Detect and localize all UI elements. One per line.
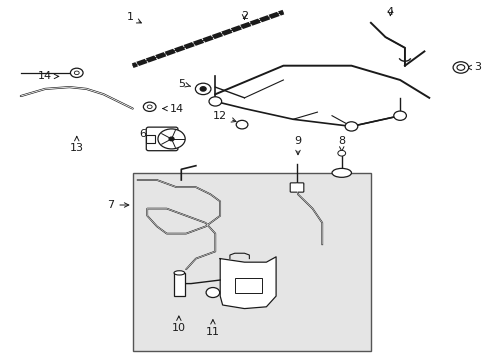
Circle shape: [393, 111, 406, 120]
Text: 13: 13: [70, 136, 83, 153]
Text: 3: 3: [466, 63, 480, 72]
Polygon shape: [220, 257, 276, 309]
Circle shape: [236, 120, 247, 129]
Bar: [234, 278, 261, 293]
Circle shape: [169, 137, 174, 141]
Text: 12: 12: [213, 111, 236, 122]
Text: 5: 5: [178, 78, 190, 89]
Circle shape: [208, 97, 221, 106]
Text: 9: 9: [294, 136, 301, 155]
Circle shape: [452, 62, 468, 73]
Text: 2: 2: [241, 11, 247, 21]
FancyBboxPatch shape: [146, 127, 178, 151]
FancyBboxPatch shape: [289, 183, 303, 192]
Circle shape: [195, 83, 210, 95]
Circle shape: [337, 150, 345, 156]
Circle shape: [456, 64, 464, 70]
Text: 14: 14: [38, 71, 59, 81]
Circle shape: [158, 129, 185, 149]
Circle shape: [205, 288, 219, 297]
Bar: [145, 135, 154, 143]
Circle shape: [70, 68, 83, 77]
Text: 14: 14: [163, 104, 183, 113]
Ellipse shape: [174, 271, 184, 275]
Text: 7: 7: [107, 200, 128, 210]
Bar: [132, 173, 370, 351]
Ellipse shape: [331, 168, 351, 177]
Text: 10: 10: [171, 316, 185, 333]
Text: 8: 8: [338, 136, 345, 152]
Text: 11: 11: [205, 320, 220, 337]
FancyBboxPatch shape: [174, 273, 184, 296]
Circle shape: [143, 102, 156, 111]
Circle shape: [345, 122, 357, 131]
Text: 1: 1: [126, 13, 141, 23]
Circle shape: [200, 87, 205, 91]
Text: 6: 6: [139, 129, 151, 139]
Text: 4: 4: [386, 7, 393, 17]
